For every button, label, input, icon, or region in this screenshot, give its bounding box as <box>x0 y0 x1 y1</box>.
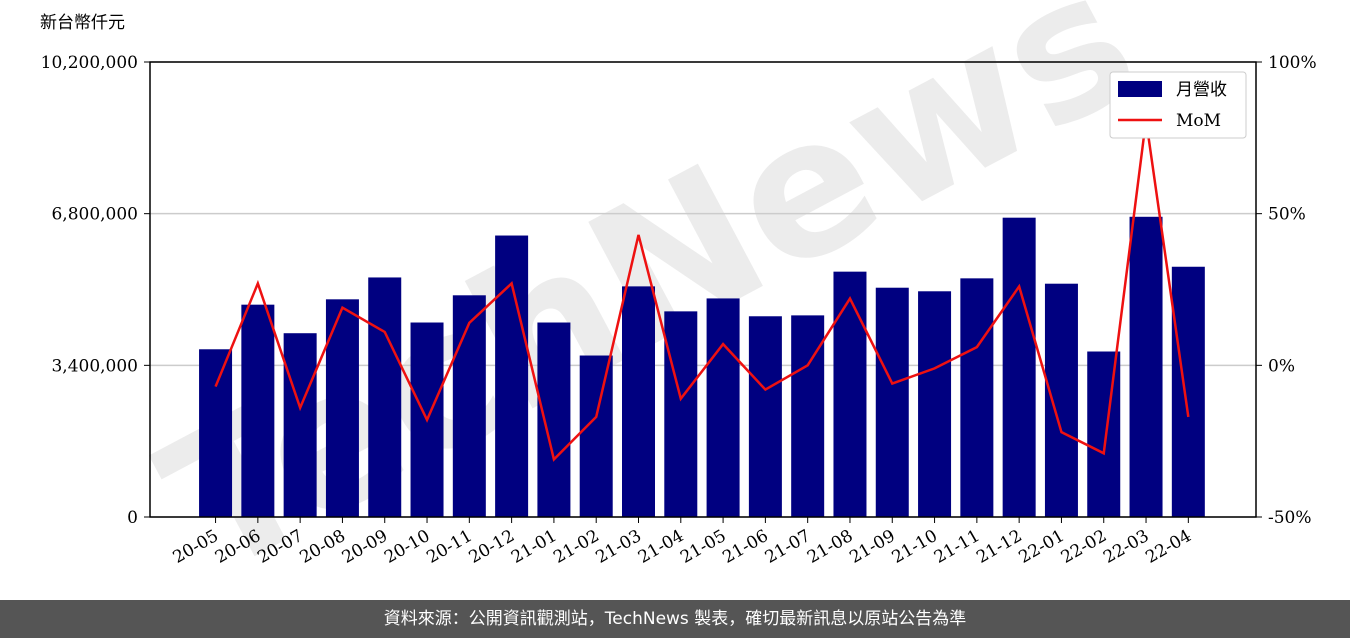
y-tick-label: 6,800,000 <box>51 205 138 225</box>
x-tick-label: 22-04 <box>1142 526 1194 568</box>
y-axis-label: 新台幣仟元 <box>40 13 125 33</box>
bar <box>579 355 613 517</box>
x-tick-label: 21-08 <box>804 526 856 568</box>
y2-tick-label: -50% <box>1268 508 1312 528</box>
bar <box>1087 351 1121 517</box>
x-tick-label: 21-10 <box>889 526 941 568</box>
x-tick-label: 22-03 <box>1100 526 1152 568</box>
y2-tick-label: 0% <box>1268 356 1295 376</box>
bar <box>368 277 402 517</box>
bar <box>1171 266 1205 517</box>
plot-frame <box>149 61 1257 518</box>
bar <box>833 271 867 517</box>
line <box>214 119 1190 462</box>
x-tick-label: 21-02 <box>550 526 602 568</box>
bar <box>622 286 656 517</box>
bar <box>1002 217 1036 517</box>
bar <box>960 278 994 517</box>
bar <box>283 333 317 517</box>
footer: 資料來源：公開資訊觀測站，TechNews 製表，確切最新訊息以原站公告為準 <box>0 600 1350 638</box>
x-tick-label: 21-03 <box>593 526 645 568</box>
x-tick-label: 22-01 <box>1015 526 1067 568</box>
legend-swatch <box>1118 81 1162 97</box>
y2-tick-label: 100% <box>1268 53 1317 73</box>
x-tick-label: 20-12 <box>466 526 518 568</box>
x-tick-label: 21-12 <box>973 526 1025 568</box>
bar <box>199 349 233 517</box>
x-tick-label: 22-02 <box>1058 526 1110 568</box>
y-tick-label: 3,400,000 <box>51 356 138 376</box>
x-tick-label: 21-09 <box>846 526 898 568</box>
bar <box>664 311 698 517</box>
y-tick-label: 10,200,000 <box>41 53 138 73</box>
x-tick-label: 21-06 <box>719 526 771 568</box>
bar <box>875 287 909 517</box>
y2-tick-label: 50% <box>1268 205 1306 225</box>
x-tick-label: 21-05 <box>677 526 729 568</box>
bar <box>495 235 529 517</box>
bar <box>241 304 275 517</box>
bar <box>537 322 571 517</box>
legend-label: MoM <box>1176 111 1221 131</box>
x-tick-label: 21-11 <box>931 526 983 568</box>
bar <box>748 316 782 517</box>
bar <box>452 295 486 517</box>
y-tick-label: 0 <box>127 508 138 528</box>
bar <box>1129 216 1163 517</box>
legend-label: 月營收 <box>1176 80 1227 100</box>
x-tick-label: 21-07 <box>762 526 814 568</box>
bar <box>918 291 952 517</box>
x-tick-label: 21-01 <box>508 526 560 568</box>
x-tick-label: 20-11 <box>423 526 475 568</box>
bar <box>1044 283 1078 517</box>
x-tick-label: 21-04 <box>635 526 687 568</box>
chart: 新台幣仟元 TechNews 03,400,0006,800,00010,200… <box>40 0 1317 600</box>
bar <box>706 298 740 517</box>
